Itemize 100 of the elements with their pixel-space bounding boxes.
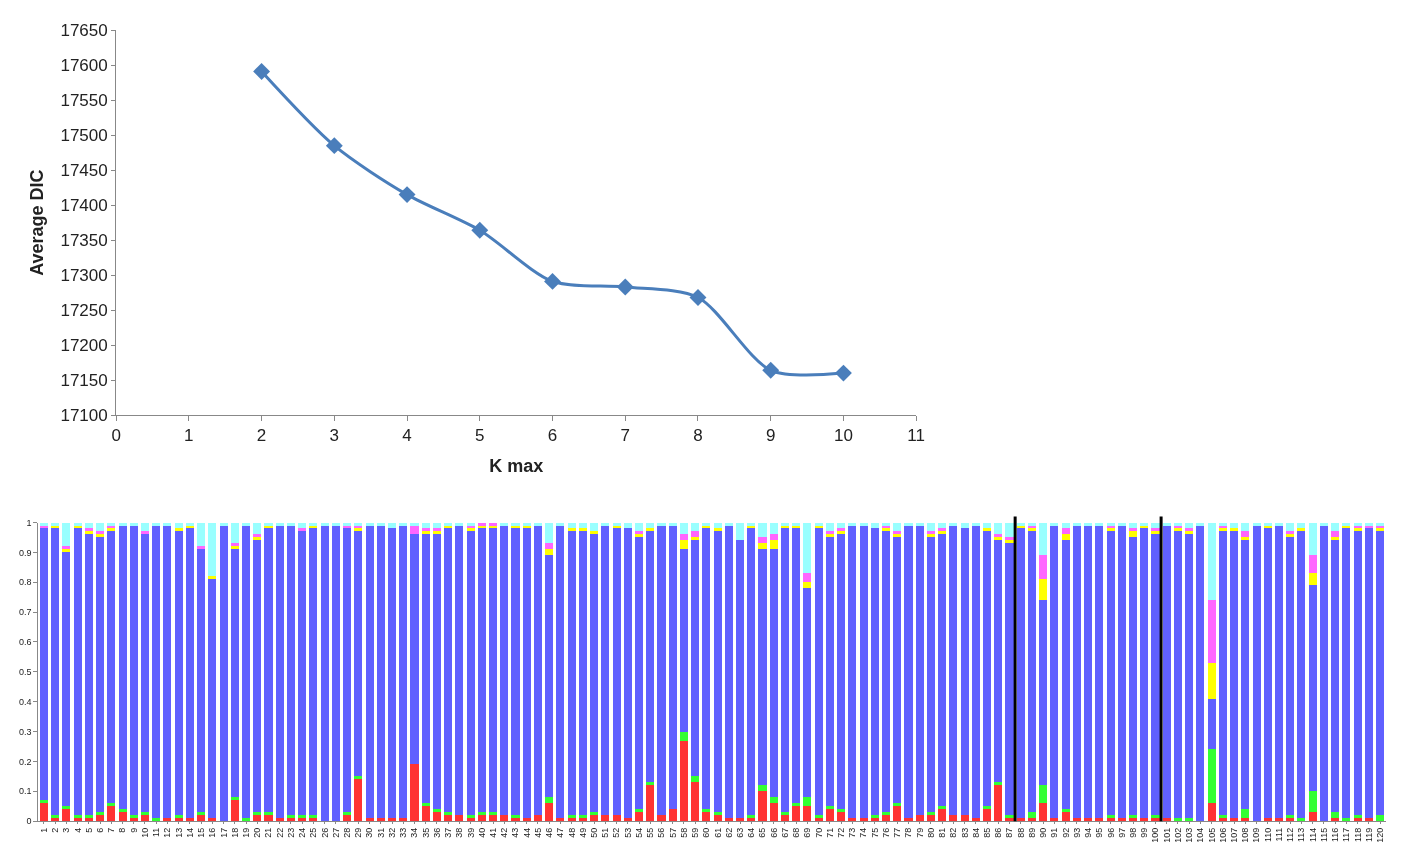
bar — [73, 528, 82, 816]
bar — [1084, 818, 1093, 822]
x-tick-label: 62 — [723, 827, 734, 838]
x-tick-label: 43 — [510, 827, 521, 838]
bar — [489, 528, 498, 813]
bar — [837, 809, 846, 813]
point — [616, 278, 634, 296]
x-tick-label: 48 — [566, 827, 577, 838]
x-tick-label: 120 — [1374, 827, 1385, 843]
bar — [500, 525, 509, 816]
bar — [1252, 522, 1261, 526]
bar — [118, 522, 127, 526]
bar — [657, 525, 666, 816]
x-tick-label: 93 — [1071, 827, 1082, 838]
bar — [1016, 528, 1025, 819]
bar — [1297, 818, 1306, 822]
bar — [1072, 522, 1081, 526]
bar — [556, 818, 565, 822]
bar — [286, 522, 296, 526]
bar — [421, 534, 430, 804]
x-tick-label: 2 — [256, 426, 267, 446]
bar — [1072, 818, 1081, 822]
bar — [298, 531, 307, 816]
bar — [691, 537, 700, 541]
x-tick-label: 75 — [869, 827, 880, 838]
x-tick-label: 40 — [476, 827, 487, 838]
bar — [1173, 818, 1182, 822]
x-tick-label: 96 — [1105, 827, 1116, 838]
x-axis-title: K max — [489, 455, 544, 476]
bar — [567, 531, 576, 816]
x-tick-label: 76 — [880, 827, 891, 838]
y-tick-label: 0.8 — [19, 577, 32, 588]
bar — [691, 782, 700, 822]
y-tick-label: 0.6 — [19, 637, 32, 648]
x-tick-label: 61 — [712, 827, 723, 838]
bar — [814, 528, 823, 816]
bar — [1162, 522, 1171, 526]
bar — [938, 534, 947, 807]
y-tick-label: 17250 — [60, 301, 108, 321]
bar — [219, 525, 228, 822]
bar — [590, 531, 599, 535]
bar — [140, 534, 150, 813]
bar — [1095, 522, 1104, 526]
bar — [1207, 662, 1216, 699]
bar — [769, 534, 778, 541]
bar — [825, 809, 834, 822]
bar — [769, 522, 778, 535]
bar — [736, 818, 745, 822]
bar — [197, 815, 206, 822]
y-tick-label: 17150 — [60, 371, 108, 391]
bar — [1084, 525, 1093, 819]
bar — [679, 522, 688, 535]
bar — [545, 803, 554, 822]
bar — [792, 528, 801, 804]
bar — [84, 534, 93, 816]
x-tick-label: 54 — [633, 827, 644, 838]
x-tick-label: 1 — [184, 426, 194, 446]
x-tick-label: 106 — [1217, 827, 1228, 843]
x-tick-label: 0 — [111, 426, 121, 446]
point — [762, 361, 780, 379]
bar — [1207, 522, 1216, 601]
point — [689, 289, 707, 306]
bar — [1050, 522, 1059, 526]
x-tick-label: 20 — [252, 827, 263, 838]
bar — [679, 540, 688, 550]
bar — [1027, 812, 1037, 819]
x-tick-label: 52 — [611, 827, 622, 838]
y-tick-label: 17300 — [60, 266, 108, 286]
bar — [556, 525, 565, 819]
bar — [713, 531, 722, 813]
bar — [1140, 528, 1149, 819]
x-tick-label: 67 — [779, 827, 790, 838]
bar — [489, 815, 498, 822]
bar — [1308, 555, 1317, 574]
bar — [949, 525, 958, 816]
bar — [533, 522, 543, 526]
bar — [432, 809, 441, 813]
bar — [421, 806, 430, 822]
bar — [39, 800, 48, 804]
bar — [533, 815, 543, 822]
bar — [971, 818, 980, 822]
x-tick-label: 27 — [330, 827, 341, 838]
bar — [803, 522, 812, 574]
bar — [511, 528, 520, 816]
bar — [1241, 540, 1250, 810]
x-tick-label: 115 — [1318, 827, 1329, 843]
x-tick-label: 15 — [196, 827, 207, 838]
bar — [1061, 812, 1070, 822]
bar — [859, 818, 868, 822]
bar — [522, 528, 531, 819]
bar — [1207, 698, 1216, 750]
x-tick-label: 77 — [892, 827, 903, 838]
x-tick-label: 38 — [454, 827, 465, 838]
bar — [1286, 537, 1295, 816]
bar — [612, 815, 621, 822]
bar — [1005, 522, 1014, 538]
x-tick-label: 35 — [420, 827, 431, 838]
bar — [1218, 531, 1227, 816]
bar — [343, 812, 352, 816]
bar — [1117, 522, 1126, 526]
